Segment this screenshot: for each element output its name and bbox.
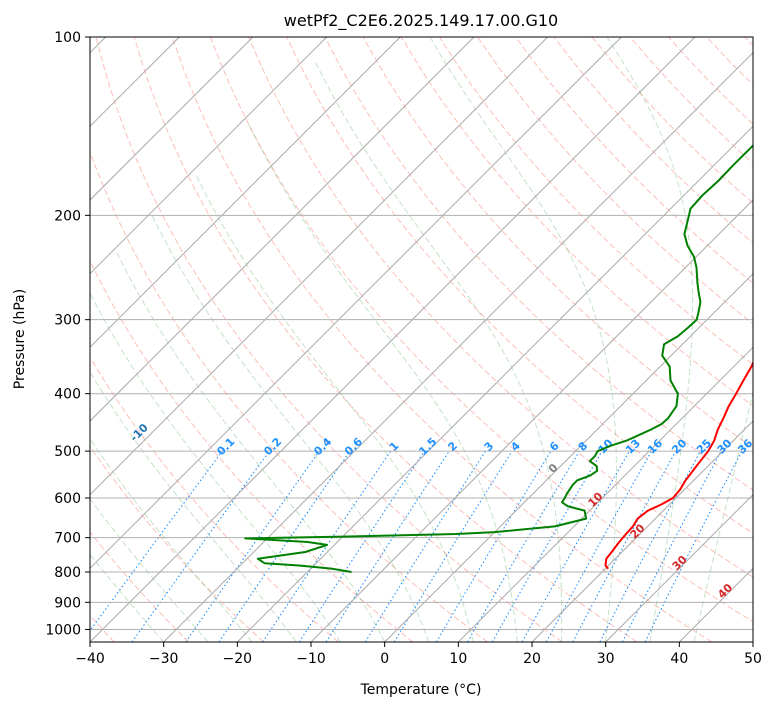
- x-axis: −40 −30 −20 −10 0 10 20 30 40 50: [75, 642, 762, 667]
- y-axis-title: Pressure (hPa): [12, 289, 28, 389]
- isobar-grid: [90, 37, 753, 630]
- y-tick-label: 600: [54, 491, 81, 507]
- y-tick-label: 200: [54, 208, 81, 224]
- dry-adiabat-line: [248, 37, 753, 578]
- isotherm-line: [531, 420, 753, 642]
- mixing-ratio-line: [218, 450, 351, 642]
- mixing-ratio-line: [262, 450, 392, 642]
- dry-adiabat-line: [90, 356, 339, 642]
- y-tick-label: 1000: [45, 622, 81, 638]
- mixing-ratio-lines: [90, 450, 743, 642]
- x-tick-label: −20: [223, 651, 253, 667]
- isotherm-line: [90, 37, 475, 422]
- mixing-ratio-line: [393, 450, 513, 642]
- isotherm-line: [90, 37, 549, 496]
- y-tick-label: 300: [54, 313, 81, 329]
- x-tick-label: 30: [597, 651, 615, 667]
- temperature-line: [604, 360, 753, 570]
- dry-adiabat-line: [133, 37, 638, 642]
- mixing-ratio-line: [545, 450, 653, 642]
- moist-adiabat-line: [90, 438, 253, 642]
- chart-title: wetPf2_C2E6.2025.149.17.00.G10: [284, 11, 558, 31]
- isotherm-line: [384, 272, 753, 642]
- x-tick-label: 0: [380, 651, 389, 667]
- mixing-ratio-line: [325, 450, 450, 642]
- mixing-ratio-line: [572, 450, 677, 642]
- x-tick-label: −10: [296, 651, 326, 667]
- moist-adiabat-line: [429, 37, 617, 642]
- isotherm-line: [90, 37, 401, 349]
- x-axis-title: Temperature (°C): [360, 682, 482, 698]
- x-tick-label: 50: [744, 651, 762, 667]
- isotherm-line: [90, 37, 254, 201]
- dry-adiabat-line: [90, 445, 264, 642]
- mixing-ratio-line: [521, 450, 630, 642]
- moist-adiabat-line: [90, 553, 165, 642]
- y-tick-label: 900: [54, 595, 81, 611]
- dewpoint-line: [244, 144, 753, 573]
- x-tick-label: −40: [75, 651, 105, 667]
- plot-frame: [89, 36, 754, 643]
- dry-adiabat-line: [90, 531, 190, 642]
- isotherm-line: [163, 51, 753, 642]
- x-tick-label: 40: [670, 651, 688, 667]
- x-tick-label: −30: [149, 651, 179, 667]
- mixing-ratio-line: [90, 450, 223, 632]
- dry-adiabat-line: [515, 37, 753, 284]
- y-tick-label: 400: [54, 387, 81, 403]
- dry-adiabat-line: [95, 37, 563, 642]
- moist-adiabat-line: [606, 37, 694, 642]
- y-tick-label: 500: [54, 444, 81, 460]
- dry-adiabat-line: [400, 37, 753, 407]
- isotherms: [90, 37, 753, 642]
- moist-adiabat-line: [194, 173, 474, 642]
- plot-area: 0.10.20.40.611.52346810131620253036-100-…: [90, 37, 753, 642]
- mixing-ratio-line: [298, 450, 425, 642]
- dry-adiabat-line: [438, 37, 753, 366]
- moist-adiabat-line: [247, 123, 518, 642]
- moist-adiabat-line: [314, 61, 563, 642]
- x-tick-label: 10: [449, 651, 467, 667]
- mixing-ratio-line: [131, 450, 270, 642]
- sounding-series: [244, 144, 753, 573]
- isotherm-line: [236, 125, 753, 642]
- dry-adiabat-line: [90, 150, 488, 642]
- isotherm-line: [457, 346, 753, 642]
- x-tick-label: 20: [523, 651, 541, 667]
- moist-adiabat-line: [151, 215, 430, 642]
- y-tick-label: 100: [54, 30, 81, 46]
- isotherm-line: [310, 199, 753, 642]
- moist-adiabat-line: [115, 251, 386, 642]
- isotherm-line: [90, 37, 696, 642]
- mixing-ratio-line: [185, 450, 320, 642]
- dry-adiabat-line: [210, 37, 753, 623]
- y-axis: 100 200 300 400 500 600 700 800 900 1000: [45, 30, 90, 638]
- isotherm-line: [605, 493, 753, 642]
- isotherm-line: [90, 37, 328, 275]
- isotherm-line: [90, 37, 622, 570]
- y-tick-label: 700: [54, 531, 81, 547]
- y-tick-label: 800: [54, 565, 81, 581]
- mixing-ratio-line: [644, 450, 743, 642]
- moist-adiabat-line: [90, 292, 341, 642]
